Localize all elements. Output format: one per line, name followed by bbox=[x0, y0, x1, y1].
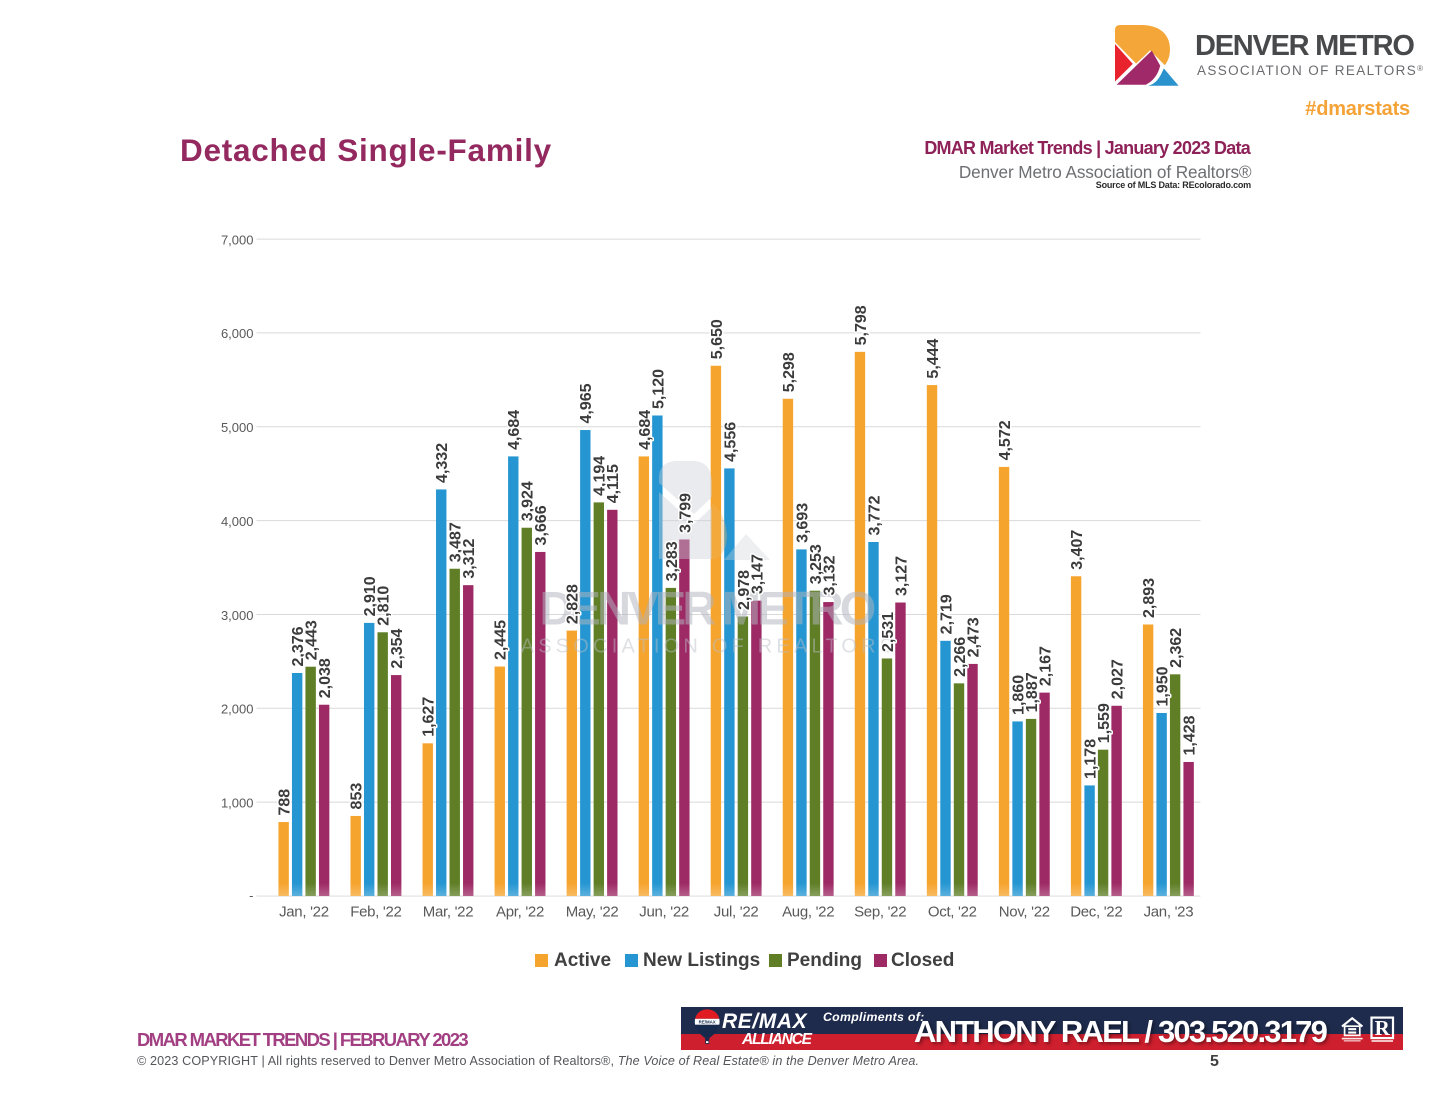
svg-text:RE/MAX: RE/MAX bbox=[699, 1020, 716, 1025]
svg-text:3,253: 3,253 bbox=[808, 544, 825, 584]
svg-text:4,684: 4,684 bbox=[506, 410, 523, 450]
svg-text:853: 853 bbox=[349, 783, 366, 810]
svg-text:3,407: 3,407 bbox=[1069, 530, 1086, 570]
svg-text:Mar, '22: Mar, '22 bbox=[423, 903, 474, 920]
svg-text:3,312: 3,312 bbox=[461, 539, 478, 579]
svg-text:1,000: 1,000 bbox=[221, 795, 254, 810]
svg-text:R: R bbox=[1375, 1016, 1391, 1040]
svg-text:5,120: 5,120 bbox=[650, 369, 667, 409]
svg-text:2,362: 2,362 bbox=[1168, 628, 1185, 668]
svg-text:4,572: 4,572 bbox=[997, 420, 1014, 460]
svg-text:Feb, '22: Feb, '22 bbox=[350, 903, 401, 920]
svg-text:Oct, '22: Oct, '22 bbox=[928, 903, 977, 920]
svg-text:2,893: 2,893 bbox=[1141, 578, 1158, 618]
svg-text:1,559: 1,559 bbox=[1096, 703, 1113, 743]
svg-text:ASSOCIATION OF REALTORS: ASSOCIATION OF REALTORS bbox=[521, 636, 898, 658]
svg-text:2,443: 2,443 bbox=[304, 620, 321, 660]
svg-text:3,127: 3,127 bbox=[893, 556, 910, 596]
svg-text:6,000: 6,000 bbox=[221, 326, 254, 341]
svg-text:3,147: 3,147 bbox=[749, 554, 766, 594]
svg-text:4,556: 4,556 bbox=[722, 422, 739, 462]
svg-text:4,000: 4,000 bbox=[221, 514, 254, 529]
svg-text:7,000: 7,000 bbox=[221, 232, 254, 247]
svg-text:Jul, '22: Jul, '22 bbox=[714, 903, 759, 920]
svg-text:2,038: 2,038 bbox=[317, 658, 334, 698]
svg-text:2,719: 2,719 bbox=[938, 594, 955, 634]
svg-text:May, '22: May, '22 bbox=[566, 903, 619, 920]
svg-text:3,693: 3,693 bbox=[794, 503, 811, 543]
svg-text:2,531: 2,531 bbox=[880, 612, 897, 652]
svg-text:Nov, '22: Nov, '22 bbox=[999, 903, 1050, 920]
svg-text:1,887: 1,887 bbox=[1024, 672, 1041, 712]
svg-text:-: - bbox=[249, 888, 253, 903]
svg-text:5,444: 5,444 bbox=[925, 338, 942, 378]
svg-text:1,178: 1,178 bbox=[1082, 739, 1099, 779]
svg-text:DENVER METRO: DENVER METRO bbox=[539, 582, 874, 635]
svg-text:Apr, '22: Apr, '22 bbox=[496, 903, 544, 920]
svg-text:Dec, '22: Dec, '22 bbox=[1070, 903, 1122, 920]
svg-text:Jan, '23: Jan, '23 bbox=[1144, 903, 1194, 920]
svg-text:4,194: 4,194 bbox=[592, 456, 609, 496]
svg-text:1,428: 1,428 bbox=[1182, 715, 1199, 755]
svg-text:1,950: 1,950 bbox=[1155, 666, 1172, 706]
svg-text:3,132: 3,132 bbox=[821, 555, 838, 595]
svg-text:2,445: 2,445 bbox=[493, 620, 510, 660]
svg-text:2,266: 2,266 bbox=[952, 637, 969, 677]
svg-text:2,027: 2,027 bbox=[1109, 659, 1126, 699]
svg-text:2,000: 2,000 bbox=[221, 702, 254, 717]
svg-text:Jun, '22: Jun, '22 bbox=[639, 903, 689, 920]
svg-text:5,650: 5,650 bbox=[709, 319, 726, 359]
svg-text:3,283: 3,283 bbox=[664, 541, 681, 581]
svg-text:2,810: 2,810 bbox=[376, 586, 393, 626]
svg-text:5,298: 5,298 bbox=[781, 352, 798, 392]
svg-text:5,000: 5,000 bbox=[221, 420, 254, 435]
svg-text:2,910: 2,910 bbox=[362, 576, 379, 616]
svg-text:788: 788 bbox=[277, 789, 294, 816]
svg-text:5,798: 5,798 bbox=[853, 305, 870, 345]
svg-text:2,167: 2,167 bbox=[1037, 646, 1054, 686]
svg-text:Aug, '22: Aug, '22 bbox=[782, 903, 834, 920]
svg-text:3,924: 3,924 bbox=[520, 481, 537, 521]
svg-text:2,978: 2,978 bbox=[736, 570, 753, 610]
svg-text:3,799: 3,799 bbox=[677, 493, 694, 533]
svg-text:4,332: 4,332 bbox=[434, 443, 451, 483]
svg-text:4,684: 4,684 bbox=[637, 410, 654, 450]
svg-text:3,772: 3,772 bbox=[866, 495, 883, 535]
svg-text:Sep, '22: Sep, '22 bbox=[854, 903, 906, 920]
svg-text:4,965: 4,965 bbox=[578, 383, 595, 423]
svg-text:1,627: 1,627 bbox=[421, 697, 438, 737]
svg-text:1,860: 1,860 bbox=[1010, 675, 1027, 715]
svg-text:3,000: 3,000 bbox=[221, 608, 254, 623]
svg-text:2,828: 2,828 bbox=[565, 584, 582, 624]
svg-text:2,376: 2,376 bbox=[290, 626, 307, 666]
svg-text:3,666: 3,666 bbox=[533, 505, 550, 545]
svg-text:Jan, '22: Jan, '22 bbox=[279, 903, 329, 920]
svg-text:3,487: 3,487 bbox=[448, 522, 465, 562]
svg-text:4,115: 4,115 bbox=[605, 464, 622, 503]
svg-text:2,354: 2,354 bbox=[389, 628, 406, 668]
svg-text:2,473: 2,473 bbox=[965, 617, 982, 657]
